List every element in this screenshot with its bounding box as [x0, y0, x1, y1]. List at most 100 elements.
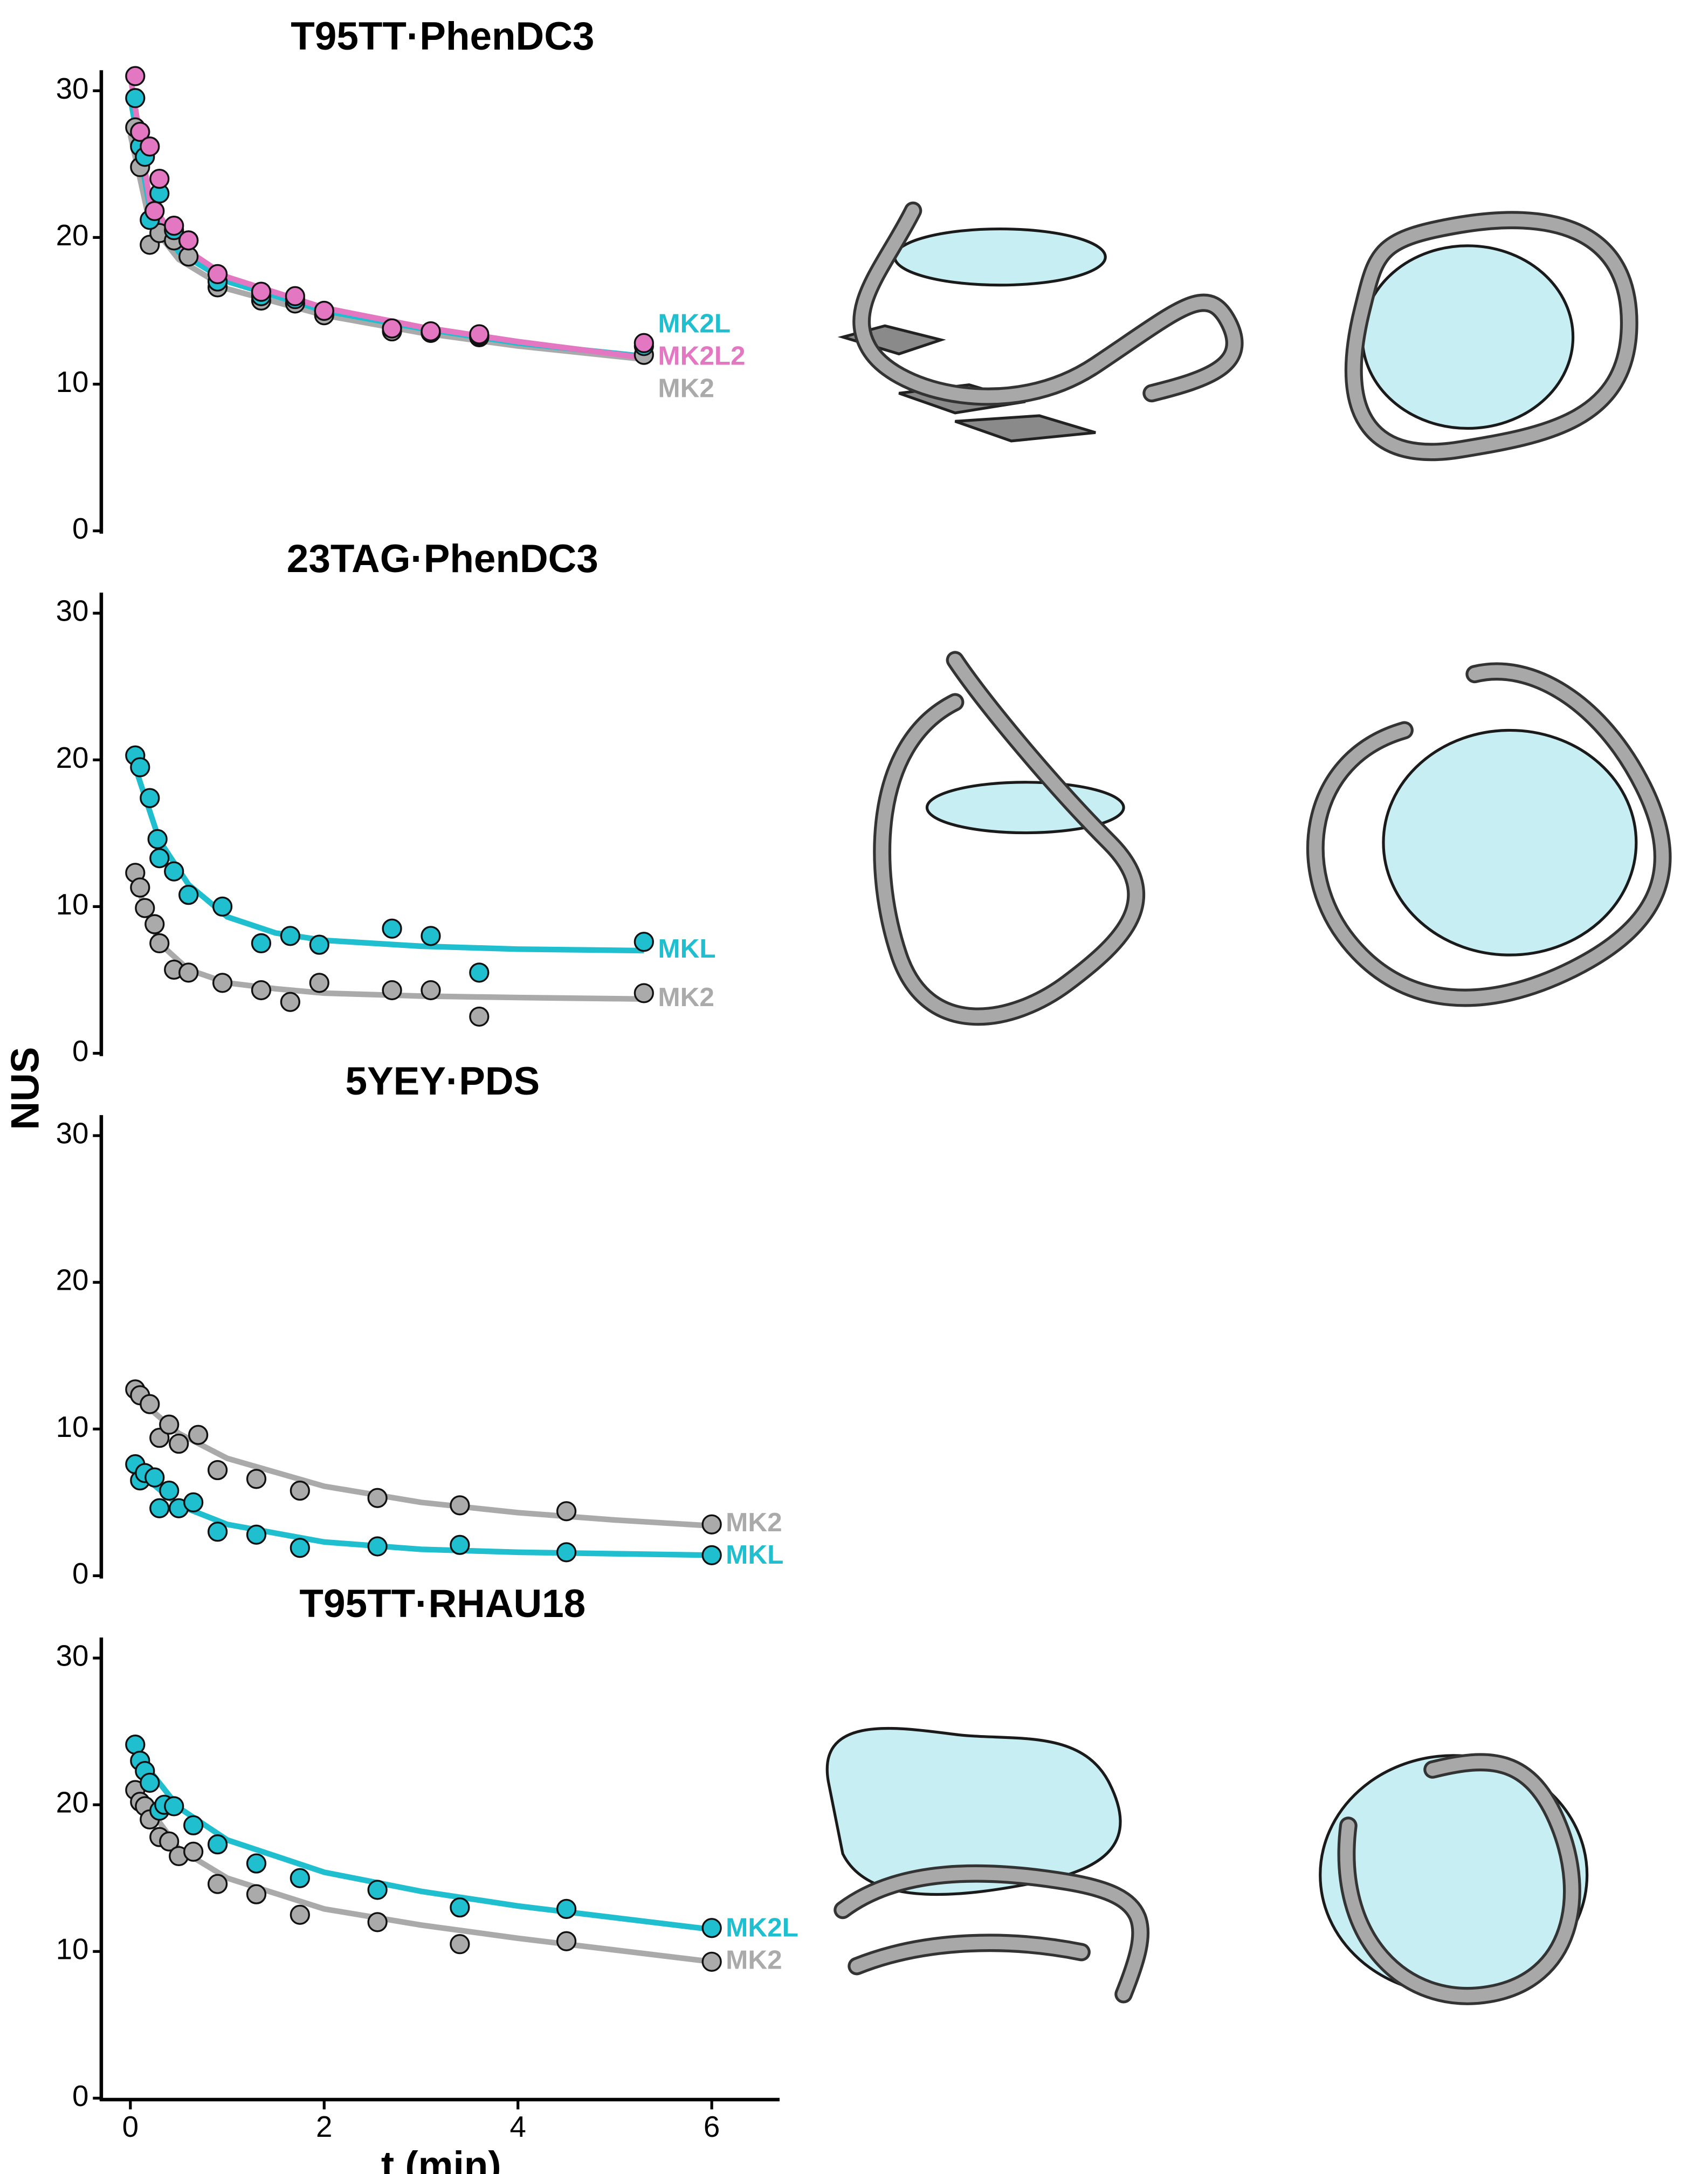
data-point — [246, 1469, 267, 1489]
data-point — [290, 1538, 310, 1558]
data-point — [469, 324, 490, 345]
data-point — [169, 1433, 189, 1454]
data-point — [251, 281, 272, 302]
fit-line — [127, 75, 645, 361]
molecule — [825, 1726, 1150, 2004]
data-point — [367, 1536, 388, 1557]
data-point — [450, 1934, 470, 1955]
data-point — [701, 1918, 722, 1938]
y-tick-label: 20 — [56, 1786, 89, 1819]
chart-title: T95TT·RHAU18 — [299, 1582, 586, 1626]
y-tick-label: 10 — [56, 365, 89, 398]
data-point — [144, 1467, 165, 1488]
molecule — [1345, 211, 1638, 462]
series-label: MK2L — [658, 309, 731, 339]
x-tick-label: 4 — [509, 2110, 526, 2143]
data-point — [280, 992, 300, 1012]
data-point — [164, 861, 184, 882]
data-point — [212, 896, 233, 917]
molecule-illustrations — [825, 201, 1672, 2005]
series-label: MKL — [658, 934, 715, 964]
y-tick-label: 10 — [56, 1410, 89, 1443]
fit-line — [127, 869, 644, 1002]
x-tick-label: 6 — [704, 2110, 720, 2143]
y-axis-label: NUS — [4, 1047, 47, 1130]
data-point — [140, 136, 160, 157]
data-point — [469, 962, 490, 983]
data-point — [188, 1425, 209, 1445]
series-label: MKL — [726, 1540, 783, 1570]
data-point — [130, 757, 150, 778]
molecule — [837, 201, 1244, 443]
data-point — [421, 926, 441, 946]
series-label: MK2 — [726, 1508, 782, 1537]
data-point — [309, 973, 329, 993]
data-point — [246, 1524, 267, 1545]
data-point — [207, 264, 228, 285]
data-point — [144, 201, 165, 222]
data-point — [246, 1853, 267, 1874]
data-point — [701, 1951, 722, 1972]
data-point — [450, 1897, 470, 1918]
data-point — [556, 1931, 577, 1951]
data-point — [382, 980, 402, 1001]
data-point — [125, 66, 146, 86]
data-point — [140, 788, 160, 808]
y-tick-label: 30 — [56, 594, 89, 628]
data-point — [633, 333, 654, 353]
data-point — [701, 1545, 722, 1565]
data-point — [149, 1498, 170, 1518]
data-point — [246, 1884, 267, 1904]
molecule — [1306, 662, 1672, 1007]
data-point — [159, 1414, 180, 1435]
data-point — [556, 1542, 577, 1563]
chart-title: 23TAG·PhenDC3 — [287, 537, 598, 581]
data-point — [556, 1501, 577, 1522]
data-point — [701, 1514, 722, 1535]
data-point — [290, 1480, 310, 1501]
y-tick-label: 20 — [56, 1263, 89, 1297]
y-tick-label: 10 — [56, 888, 89, 921]
x-tick-label: 2 — [316, 2110, 332, 2143]
data-point — [135, 898, 155, 918]
molecule — [1319, 1753, 1589, 2005]
data-point — [140, 1772, 160, 1793]
data-point — [450, 1495, 470, 1516]
data-point — [149, 1428, 170, 1448]
data-point — [147, 829, 168, 849]
data-point — [207, 1522, 228, 1542]
data-point — [367, 1488, 388, 1508]
data-point — [251, 980, 272, 1001]
y-tick-label: 30 — [56, 1639, 89, 1673]
series-label: MK2L — [726, 1913, 798, 1943]
data-point — [633, 932, 654, 952]
data-point — [280, 926, 300, 946]
data-point — [309, 934, 329, 955]
data-point — [178, 885, 199, 905]
series-label: MK2L2 — [658, 341, 745, 371]
data-point — [251, 933, 272, 954]
y-tick-label: 0 — [72, 512, 88, 545]
data-point — [130, 877, 150, 898]
data-point — [140, 1394, 160, 1414]
series-label: MK2 — [658, 982, 714, 1012]
data-point — [633, 983, 654, 1003]
data-point — [314, 300, 334, 321]
series-label: MK2 — [658, 373, 714, 403]
data-point — [382, 918, 402, 939]
data-point — [164, 216, 184, 236]
data-point — [178, 230, 199, 251]
data-point — [469, 1006, 490, 1027]
data-point — [367, 1912, 388, 1932]
data-point — [149, 168, 170, 189]
x-tick-label: 0 — [122, 2110, 139, 2143]
data-point — [178, 962, 199, 983]
data-point — [290, 1868, 310, 1888]
data-point — [183, 1492, 204, 1513]
data-point — [149, 848, 170, 869]
data-point — [212, 973, 233, 993]
y-tick-label: 10 — [56, 1932, 89, 1966]
data-point — [421, 980, 441, 1001]
molecule — [873, 651, 1146, 1026]
